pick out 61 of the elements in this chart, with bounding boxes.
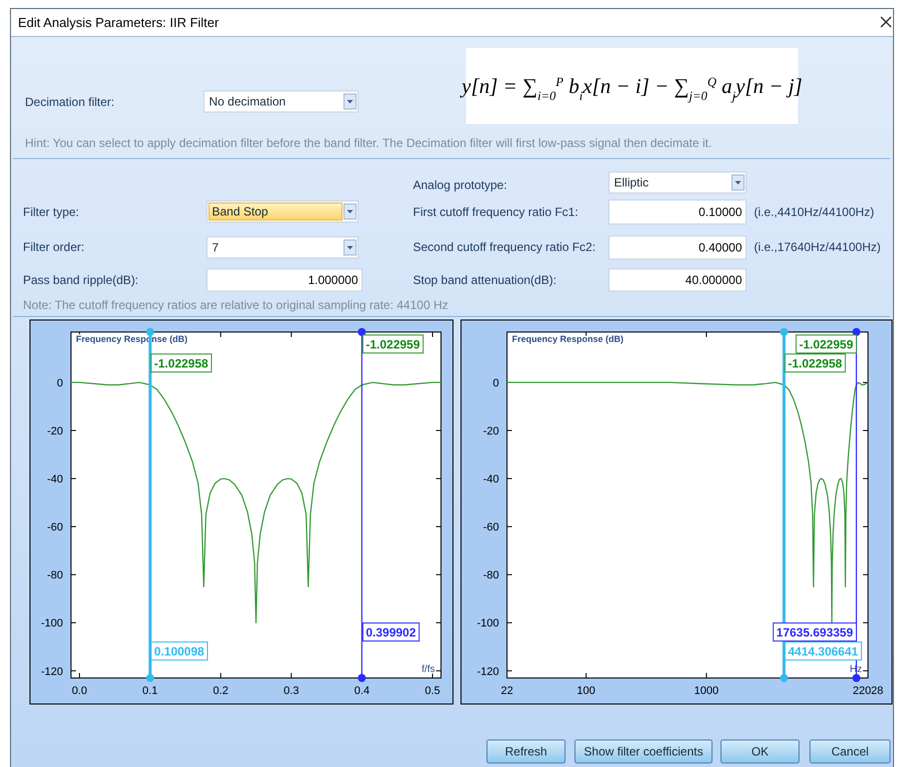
text: OK (751, 744, 769, 758)
y-tick-label: -60 (47, 522, 63, 534)
y-tick-label: -80 (47, 570, 63, 582)
y-tick-label: 0 (492, 377, 499, 390)
y-tick-label: -80 (483, 570, 499, 582)
x-tick-label: 22 (500, 685, 514, 697)
text: 40.000000 (685, 273, 742, 287)
text: Second cutoff frequency ratio Fc2: (413, 240, 596, 254)
x-tick-label: 0.1 (142, 685, 158, 697)
text: Hint: You can select to apply decimation filter before the band filter. The Decimation filter will first low-pass signal then decimate it. (25, 136, 712, 150)
x-tick-label: 100 (576, 685, 596, 697)
annotation: -1.022958 (154, 356, 209, 370)
text: Show filter coefficients (584, 744, 704, 758)
y-tick-label: -120 (476, 666, 499, 678)
text: 0.40000 (698, 240, 742, 254)
x-tick-label: 0.0 (72, 685, 88, 697)
x-tick-label: 0.3 (284, 685, 299, 697)
text: Pass band ripple(dB): (23, 273, 138, 287)
text: Band Stop (212, 204, 268, 218)
text: Filter type: (23, 205, 80, 219)
text: (i.e.,4410Hz/44100Hz) (754, 205, 874, 219)
text: Refresh (504, 744, 548, 758)
ref-line-label: 17635.693359 (776, 626, 854, 640)
y-tick-label: -100 (476, 618, 499, 630)
text: (i.e.,17640Hz/44100Hz) (754, 240, 881, 254)
y-tick-label: 0 (56, 377, 63, 390)
text: 7 (212, 240, 219, 254)
line-series (70, 382, 442, 624)
text: Analog prototype: (413, 178, 508, 192)
text: 1.000000 (308, 273, 358, 287)
x-tick-label: 22028 (852, 685, 884, 697)
y-tick-label: -20 (47, 426, 63, 438)
y-tick-label: -120 (40, 666, 63, 678)
text: 0.10000 (698, 205, 742, 219)
annotation: -1.022959 (799, 338, 854, 352)
y-tick-label: -20 (483, 426, 499, 438)
chart-title: Frequency Response (dB) (512, 334, 624, 344)
text: Elliptic (614, 176, 649, 190)
x-axis-title: f/fs (422, 664, 435, 675)
text: Decimation filter: (25, 95, 114, 109)
text: Edit Analysis Parameters: IIR Filter (18, 15, 220, 30)
y-tick-label: -100 (40, 618, 63, 630)
x-tick-label: 0.4 (354, 685, 370, 697)
y-tick-label: -40 (483, 474, 499, 486)
text: Cancel (831, 744, 869, 758)
y-tick-label: -40 (47, 474, 63, 486)
annotation: -1.022958 (788, 356, 842, 370)
text: Note: The cutoff frequency ratios are relative to original sampling rate: 44100 Hz (23, 298, 448, 312)
x-tick-label: 0.2 (213, 685, 228, 697)
ref-line-label: 0.100098 (154, 644, 205, 658)
annotation: -1.022959 (366, 338, 420, 352)
x-tick-label: 0.5 (424, 685, 440, 697)
x-tick-label: 1000 (694, 685, 719, 697)
text: First cutoff frequency ratio Fc1: (413, 205, 578, 219)
y-tick-label: -60 (483, 522, 499, 534)
ref-line-label: 4414.306641 (788, 644, 858, 658)
text: Filter order: (23, 240, 84, 254)
ref-line-label: 0.399902 (366, 626, 416, 640)
text: Stop band attenuation(dB): (413, 273, 556, 287)
text: y[n] = ∑$_{i=0}$$^{P}$ b$_{i}$x[n − i] − ∑$_{j=0}$$^{Q}$ a$_{j}$y[n − j] (462, 74, 802, 103)
text: No decimation (209, 94, 286, 108)
